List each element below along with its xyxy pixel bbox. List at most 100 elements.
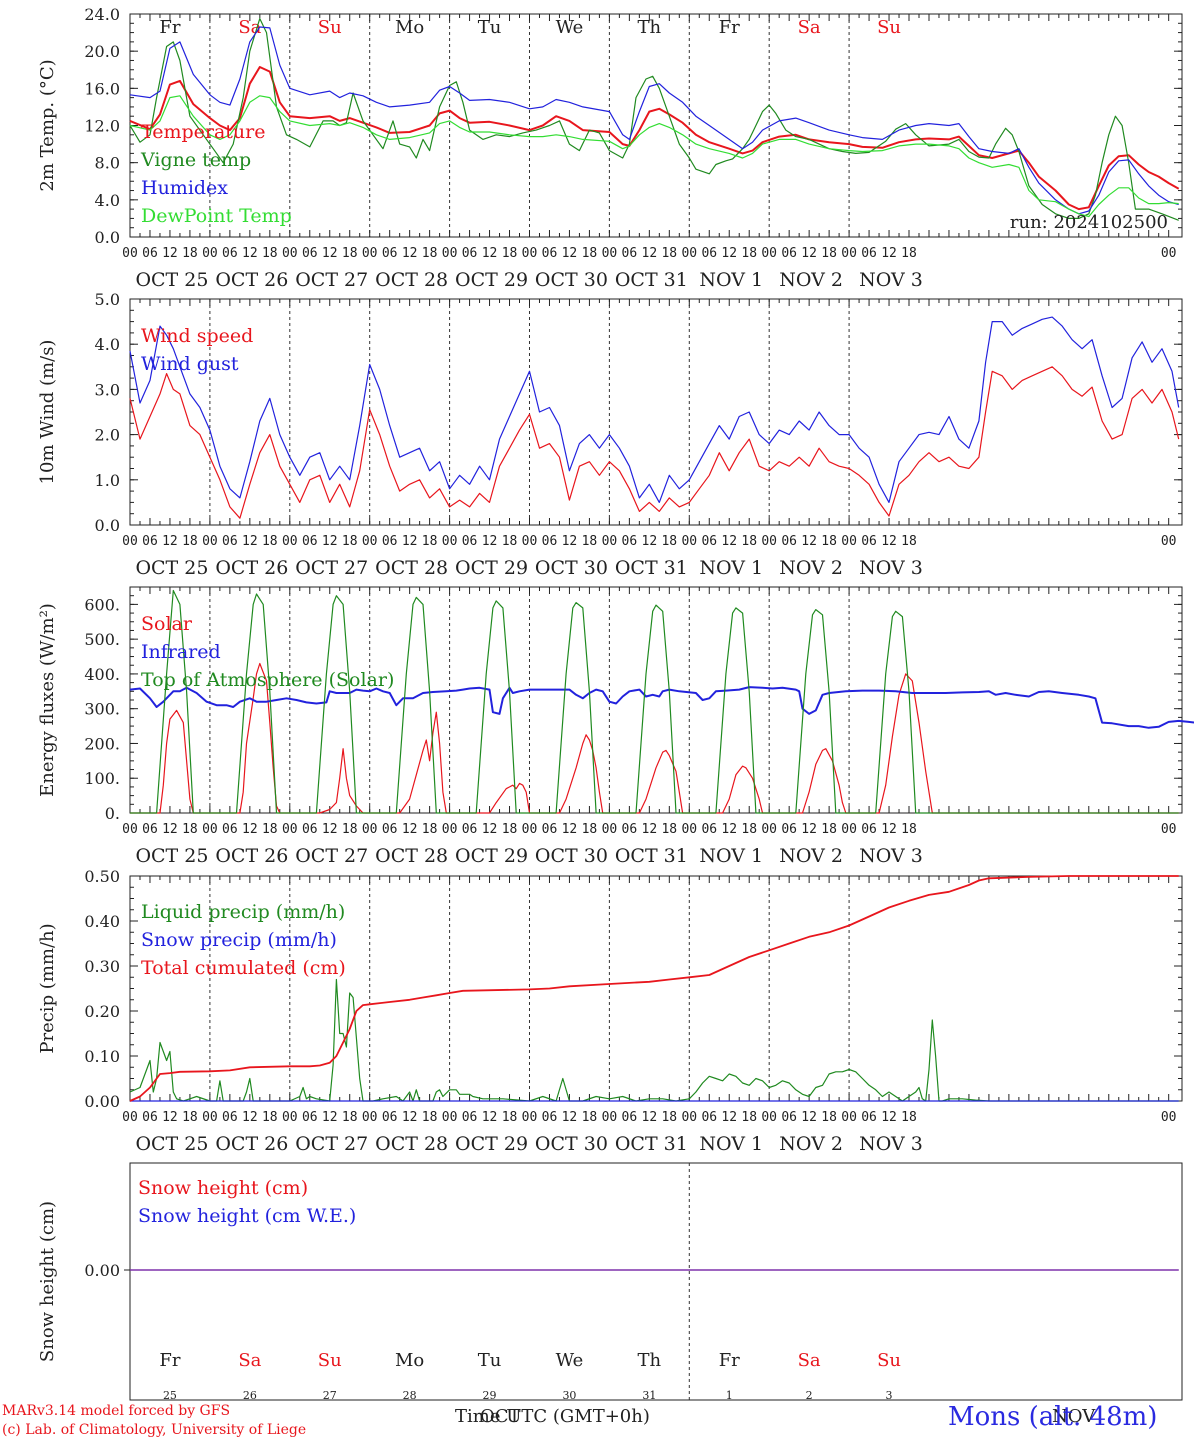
hour-tick-label: 12 bbox=[721, 534, 737, 549]
hour-tick-label: 12 bbox=[562, 534, 578, 549]
hour-tick-label: 12 bbox=[881, 534, 897, 549]
hour-tick-label: 00 bbox=[1161, 246, 1177, 261]
date-label: OCT 29 bbox=[455, 1133, 528, 1155]
hour-tick-label: 06 bbox=[622, 534, 638, 549]
month-overlay-oct: OCT bbox=[480, 1406, 521, 1427]
day-name-label: Th bbox=[638, 17, 662, 38]
series-line-infrared bbox=[129, 686, 1194, 729]
panel-1: 0.0 4.0 8.0 12.0 16.0 20.0 24.0 2m Temp. (°C) Fr… bbox=[37, 5, 1183, 291]
date-label: OCT 30 bbox=[535, 1133, 608, 1155]
hour-tick-label: 18 bbox=[342, 246, 358, 261]
hour-tick-label: 00 bbox=[1161, 534, 1177, 549]
hour-tick-label: 18 bbox=[741, 1110, 757, 1125]
hour-tick-label: 18 bbox=[502, 534, 518, 549]
date-label: NOV 2 bbox=[779, 557, 843, 579]
hour-tick-label: 18 bbox=[422, 246, 438, 261]
hour-tick-label: 18 bbox=[821, 822, 837, 837]
hour-tick-label: 06 bbox=[302, 534, 318, 549]
day-name-label: Sa bbox=[798, 17, 821, 38]
hour-tick-label: 12 bbox=[801, 534, 817, 549]
hour-tick-label: 12 bbox=[162, 822, 178, 837]
hour-tick-label: 00 bbox=[282, 246, 298, 261]
hour-tick-label: 12 bbox=[721, 1110, 737, 1125]
hour-tick-label: 12 bbox=[482, 822, 498, 837]
hour-tick-label: 06 bbox=[622, 246, 638, 261]
hour-tick-label: 06 bbox=[622, 822, 638, 837]
hour-tick-label: 18 bbox=[901, 534, 917, 549]
day-name-label: Su bbox=[877, 17, 901, 38]
hour-tick-label: 18 bbox=[661, 246, 677, 261]
hour-tick-label: 18 bbox=[901, 246, 917, 261]
y-tick-label: 4.0 bbox=[95, 191, 120, 210]
hour-tick-label: 00 bbox=[282, 1110, 298, 1125]
hour-tick-label: 12 bbox=[162, 534, 178, 549]
date-label: OCT 31 bbox=[615, 845, 688, 867]
hour-tick-label: 00 bbox=[442, 822, 458, 837]
day-number-label: 31 bbox=[642, 1389, 656, 1402]
date-label: OCT 27 bbox=[295, 1133, 368, 1155]
hour-tick-label: 00 bbox=[841, 822, 857, 837]
hour-tick-label: 12 bbox=[801, 1110, 817, 1125]
hour-tick-label: 06 bbox=[781, 246, 797, 261]
y-tick-label: 20.0 bbox=[84, 42, 120, 61]
day-name-label: Tu bbox=[478, 17, 502, 38]
hour-tick-label: 00 bbox=[122, 1110, 138, 1125]
y-tick-label: 5.0 bbox=[95, 290, 120, 309]
hour-tick-label: 06 bbox=[701, 246, 717, 261]
hour-tick-label: 18 bbox=[182, 534, 198, 549]
y-tick-label: 0.0 bbox=[95, 228, 120, 247]
date-label: NOV 1 bbox=[699, 557, 763, 579]
month-overlay-nov: NOV bbox=[1052, 1406, 1096, 1427]
hour-tick-label: 18 bbox=[502, 1110, 518, 1125]
panel-3: 0. 100. 200. 300. 400. 500. 600. Energy fluxes … bbox=[37, 586, 1194, 867]
hour-tick-label: 18 bbox=[821, 246, 837, 261]
hour-tick-label: 06 bbox=[222, 1110, 238, 1125]
hour-tick-label: 12 bbox=[562, 1110, 578, 1125]
y-tick-label: 0.50 bbox=[84, 867, 120, 886]
hour-tick-label: 00 bbox=[282, 534, 298, 549]
hour-tick-label: 18 bbox=[901, 1110, 917, 1125]
day-number-label: 28 bbox=[403, 1389, 417, 1402]
hour-tick-label: 12 bbox=[642, 246, 658, 261]
legend-entry: Solar bbox=[141, 613, 193, 635]
hour-tick-label: 12 bbox=[242, 246, 258, 261]
date-label: OCT 27 bbox=[295, 269, 368, 291]
date-label: OCT 26 bbox=[215, 845, 288, 867]
series-line-liquid-precip-mm-h- bbox=[129, 978, 1179, 1102]
hour-tick-label: 06 bbox=[781, 822, 797, 837]
hour-tick-label: 18 bbox=[342, 822, 358, 837]
hour-tick-label: 12 bbox=[642, 1110, 658, 1125]
date-label: NOV 1 bbox=[699, 1133, 763, 1155]
hour-tick-label: 06 bbox=[781, 1110, 797, 1125]
date-label: NOV 3 bbox=[859, 269, 923, 291]
day-name-label: Su bbox=[877, 1350, 901, 1371]
date-label: NOV 3 bbox=[859, 557, 923, 579]
date-label: NOV 2 bbox=[779, 269, 843, 291]
hour-tick-label: 18 bbox=[502, 822, 518, 837]
date-label: OCT 29 bbox=[455, 269, 528, 291]
hour-tick-label: 06 bbox=[542, 822, 558, 837]
hour-tick-label: 00 bbox=[122, 534, 138, 549]
y-tick-label: 500. bbox=[84, 630, 120, 649]
series-line-top-of-atmosphere-solar- bbox=[130, 589, 1179, 814]
series-line-humidex bbox=[129, 26, 1179, 215]
credit-lab: (c) Lab. of Climatology, University of L… bbox=[2, 1422, 307, 1438]
day-name-label: We bbox=[556, 1350, 584, 1371]
date-label: OCT 30 bbox=[535, 557, 608, 579]
series-line-temperature bbox=[129, 66, 1180, 211]
hour-tick-label: 06 bbox=[701, 534, 717, 549]
hour-tick-label: 18 bbox=[582, 534, 598, 549]
date-label: OCT 26 bbox=[215, 1133, 288, 1155]
day-name-label: Sa bbox=[798, 1350, 821, 1371]
day-name-label: Mo bbox=[395, 17, 424, 38]
day-name-label: Fr bbox=[719, 1350, 740, 1371]
hour-tick-label: 00 bbox=[681, 822, 697, 837]
hour-tick-label: 12 bbox=[322, 822, 338, 837]
y-tick-label: 0.10 bbox=[84, 1047, 120, 1066]
hour-tick-label: 06 bbox=[302, 822, 318, 837]
hour-tick-label: 00 bbox=[681, 246, 697, 261]
hour-tick-label: 00 bbox=[841, 246, 857, 261]
hour-tick-label: 00 bbox=[522, 822, 538, 837]
hour-tick-label: 00 bbox=[761, 534, 777, 549]
hour-tick-label: 06 bbox=[861, 246, 877, 261]
